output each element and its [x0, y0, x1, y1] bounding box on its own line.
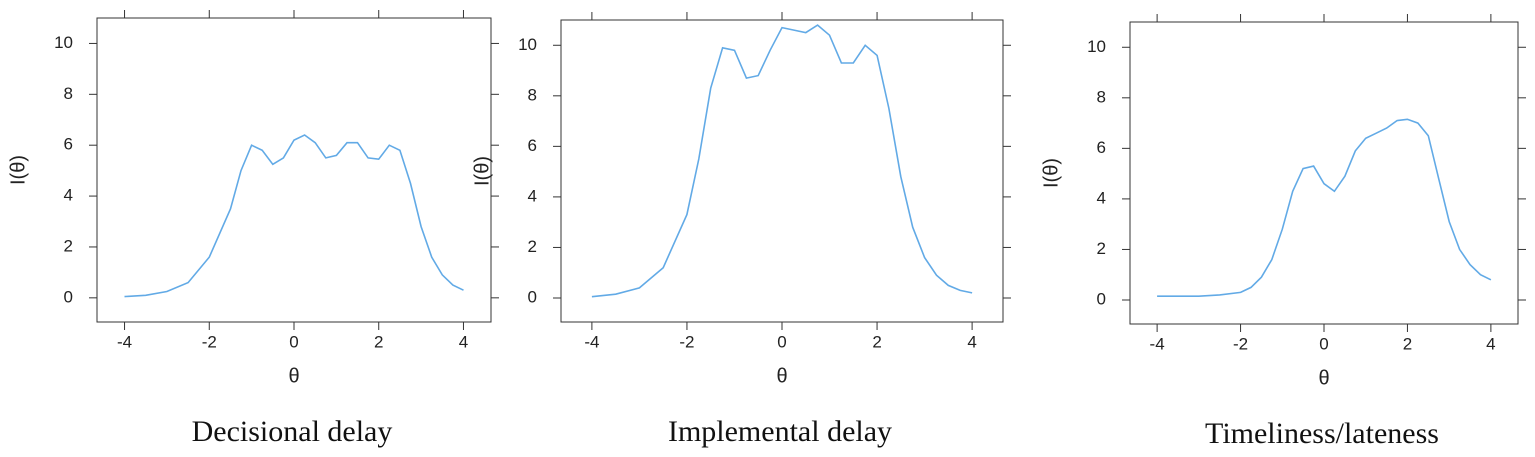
- data-line: [1157, 118, 1492, 297]
- y-tick-label: 4: [64, 186, 73, 205]
- panel-title: Decisional delay: [192, 415, 393, 448]
- y-tick-label: 10: [54, 33, 73, 52]
- y-tick-label: 0: [1097, 289, 1106, 308]
- y-tick-label: 6: [528, 136, 537, 155]
- data-line: [124, 134, 464, 298]
- y-tick-label: 6: [1097, 138, 1106, 157]
- panel-title: Implemental delay: [668, 415, 892, 448]
- plot-frame: [1129, 21, 1519, 325]
- y-tick-label: 2: [1097, 239, 1106, 258]
- x-tick-label: 4: [967, 332, 976, 351]
- y-tick-label: 0: [528, 287, 537, 306]
- y-tick-label: 0: [64, 287, 73, 306]
- plot-frame: [560, 19, 1004, 323]
- y-tick-label: 8: [528, 85, 537, 104]
- plot-frame: [96, 17, 492, 323]
- x-tick-label: 2: [374, 332, 383, 351]
- x-tick-label: -4: [117, 332, 132, 351]
- x-tick-label: 0: [777, 332, 786, 351]
- panel-title: Timeliness/lateness: [1205, 417, 1439, 450]
- x-tick-label: 0: [1319, 334, 1328, 353]
- y-axis-label: I(θ): [1040, 158, 1062, 188]
- x-tick-label: -2: [202, 332, 217, 351]
- x-axis-label: θ: [288, 365, 299, 387]
- y-tick-label: 2: [528, 237, 537, 256]
- y-tick-label: 4: [528, 186, 537, 205]
- y-axis-label: I(θ): [7, 155, 29, 185]
- y-tick-label: 2: [64, 236, 73, 255]
- y-tick-label: 8: [64, 84, 73, 103]
- y-tick-label: 10: [1087, 37, 1106, 56]
- y-axis-label: I(θ): [471, 156, 493, 186]
- y-tick-label: 6: [64, 135, 73, 154]
- x-tick-label: -2: [1233, 334, 1248, 353]
- x-tick-label: 0: [289, 332, 298, 351]
- data-line: [591, 24, 973, 298]
- y-tick-label: 8: [1097, 87, 1106, 106]
- x-tick-label: 2: [872, 332, 881, 351]
- y-tick-label: 4: [1097, 188, 1106, 207]
- y-tick-label: 10: [518, 35, 537, 54]
- x-axis-label: θ: [776, 365, 787, 387]
- x-tick-label: 2: [1403, 334, 1412, 353]
- x-tick-label: -2: [679, 332, 694, 351]
- x-tick-label: -4: [1150, 334, 1165, 353]
- x-tick-label: -4: [584, 332, 599, 351]
- x-tick-label: 4: [1486, 334, 1495, 353]
- x-tick-label: 4: [459, 332, 468, 351]
- x-axis-label: θ: [1318, 367, 1329, 389]
